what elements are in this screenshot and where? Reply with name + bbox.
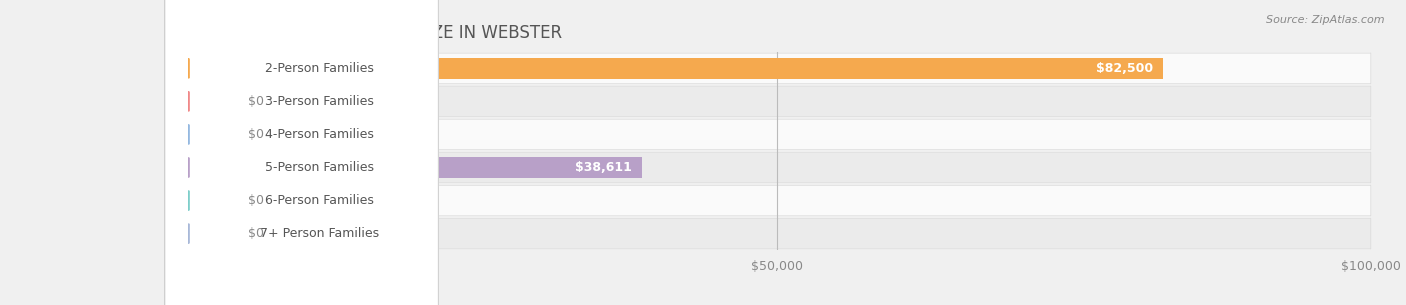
Bar [183,223,236,244]
Text: $0: $0 [247,95,264,108]
Text: $0: $0 [247,227,264,240]
FancyBboxPatch shape [165,0,439,305]
Bar [183,124,236,145]
FancyBboxPatch shape [165,0,439,305]
FancyBboxPatch shape [165,0,439,305]
FancyBboxPatch shape [183,53,1371,84]
Text: 3-Person Families: 3-Person Families [264,95,374,108]
Text: 7+ Person Families: 7+ Person Families [260,227,380,240]
Text: 5-Person Families: 5-Person Families [264,161,374,174]
FancyBboxPatch shape [183,152,1371,183]
Bar [183,58,1163,79]
Bar [183,157,641,178]
FancyBboxPatch shape [165,0,439,305]
Text: $82,500: $82,500 [1097,62,1153,75]
Bar [183,190,236,211]
Text: $38,611: $38,611 [575,161,633,174]
Text: 2-Person Families: 2-Person Families [264,62,374,75]
FancyBboxPatch shape [183,185,1371,216]
Text: Source: ZipAtlas.com: Source: ZipAtlas.com [1267,15,1385,25]
Bar [183,91,236,112]
Text: 6-Person Families: 6-Person Families [264,194,374,207]
Text: $0: $0 [247,128,264,141]
Text: 4-Person Families: 4-Person Families [264,128,374,141]
FancyBboxPatch shape [183,218,1371,249]
FancyBboxPatch shape [165,0,439,305]
FancyBboxPatch shape [183,86,1371,117]
Text: $0: $0 [247,194,264,207]
Text: FAMILY INCOME BY FAMALIY SIZE IN WEBSTER: FAMILY INCOME BY FAMALIY SIZE IN WEBSTER [183,24,562,42]
FancyBboxPatch shape [165,0,439,305]
FancyBboxPatch shape [183,119,1371,150]
